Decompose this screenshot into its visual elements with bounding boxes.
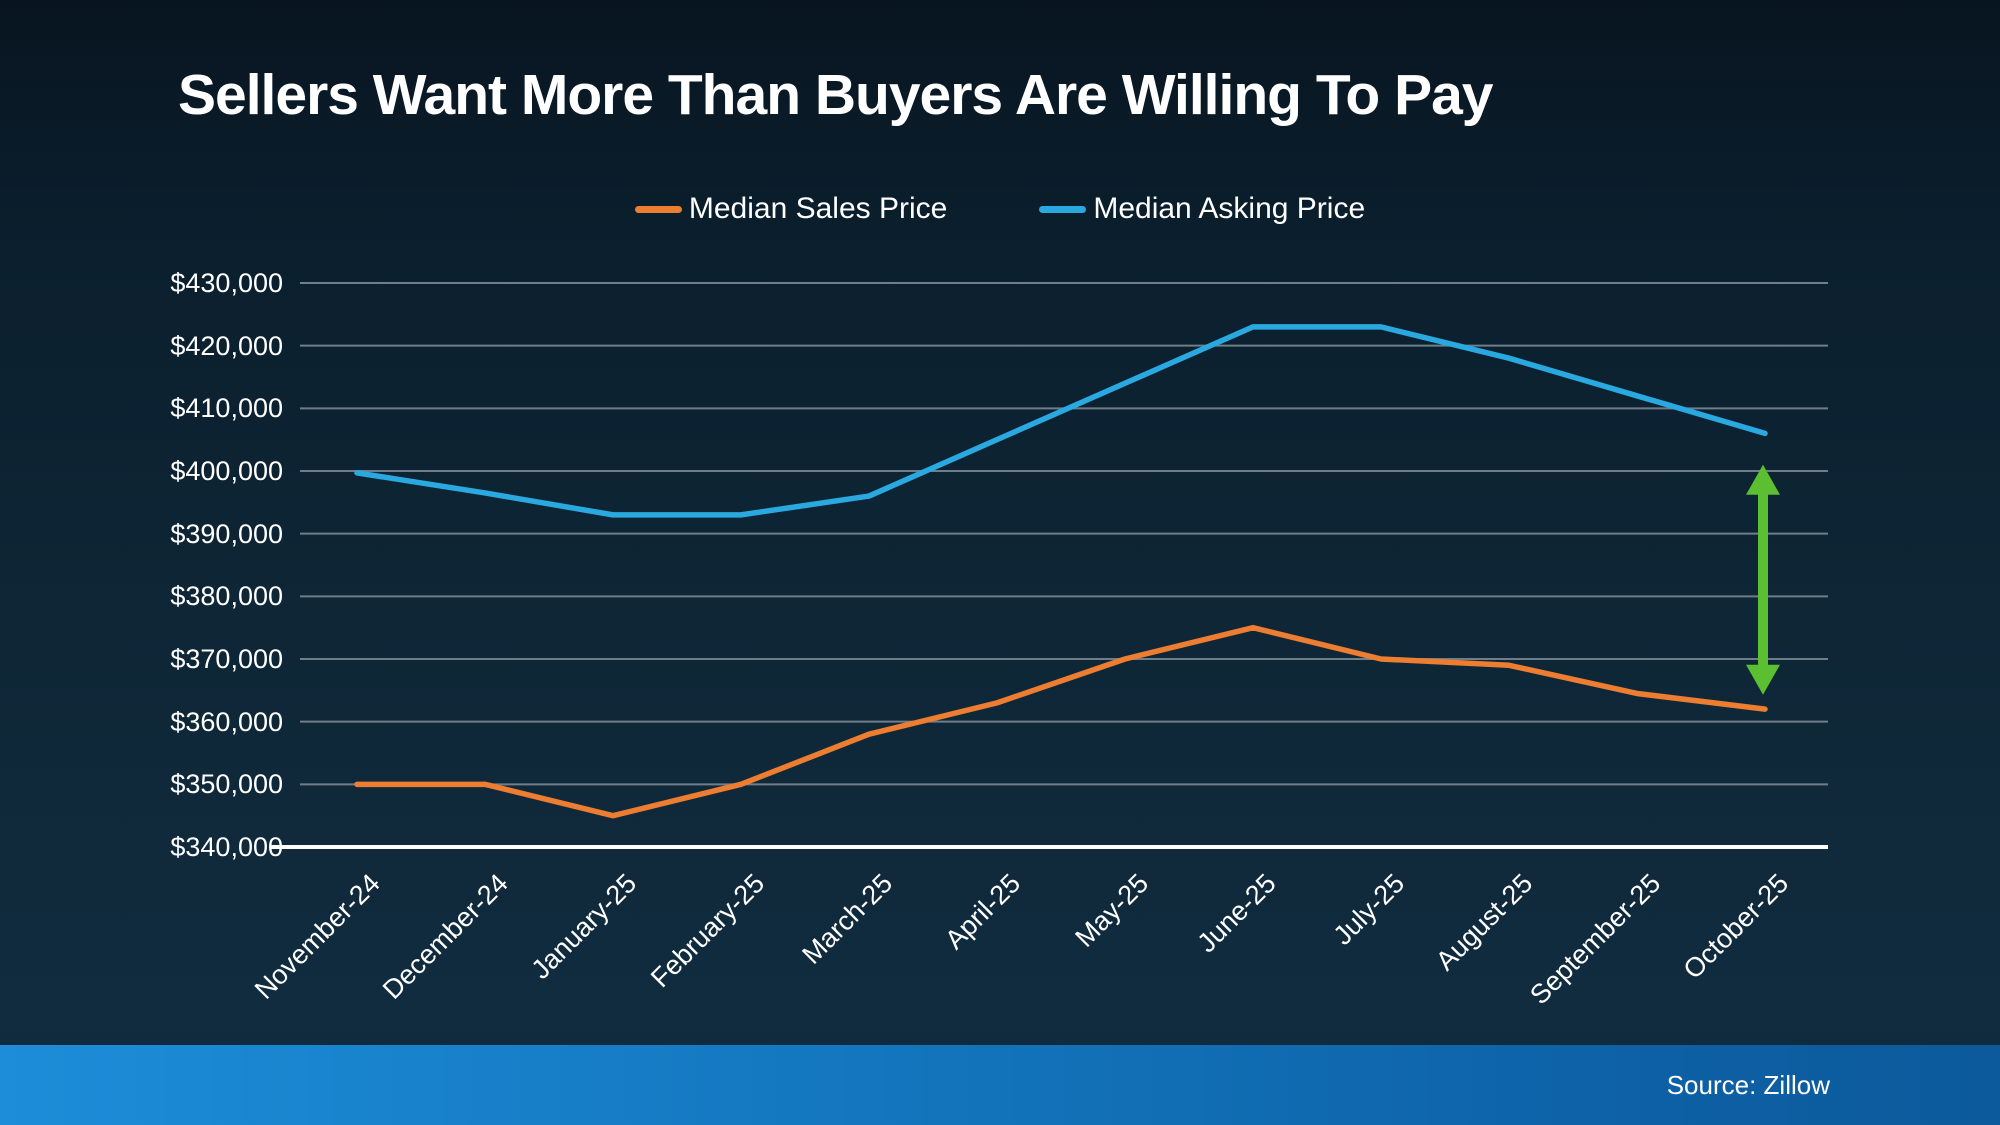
gap-arrow-head-up bbox=[1746, 464, 1780, 495]
legend-item-median-sales-price: Median Sales Price bbox=[634, 192, 948, 226]
y-tick-label: $430,000 bbox=[170, 268, 283, 298]
y-tick-label: $400,000 bbox=[170, 456, 283, 486]
chart-title: Sellers Want More Than Buyers Are Willin… bbox=[178, 63, 1493, 127]
source-note: Source: Zillow bbox=[1666, 1070, 1830, 1100]
y-tick-label: $410,000 bbox=[170, 393, 283, 424]
gap-arrow-head-down bbox=[1746, 664, 1780, 695]
median-sales-price-line bbox=[354, 624, 1768, 819]
y-tick-label: $390,000 bbox=[170, 518, 283, 549]
y-tick-label: $380,000 bbox=[170, 581, 283, 612]
y-tick-label: $340,000 bbox=[170, 832, 283, 862]
median-asking-price-line bbox=[354, 324, 1768, 518]
y-tick-label: $420,000 bbox=[170, 330, 283, 361]
legend: Median Sales Price Median Asking Price bbox=[0, 192, 2000, 226]
median-sales-price-swatch bbox=[634, 205, 682, 213]
y-tick-label: $360,000 bbox=[170, 706, 283, 737]
median-asking-price-label: Median Asking Price bbox=[1093, 192, 1366, 225]
bottom-accent-bar: Source: Zillow bbox=[0, 1045, 2000, 1125]
median-sales-price-label: Median Sales Price bbox=[688, 192, 948, 225]
y-tick-label: $370,000 bbox=[170, 644, 283, 674]
y-tick-label: $350,000 bbox=[170, 769, 283, 800]
legend-item-median-asking-price: Median Asking Price bbox=[1039, 192, 1365, 226]
median-asking-price-swatch bbox=[1039, 205, 1087, 213]
